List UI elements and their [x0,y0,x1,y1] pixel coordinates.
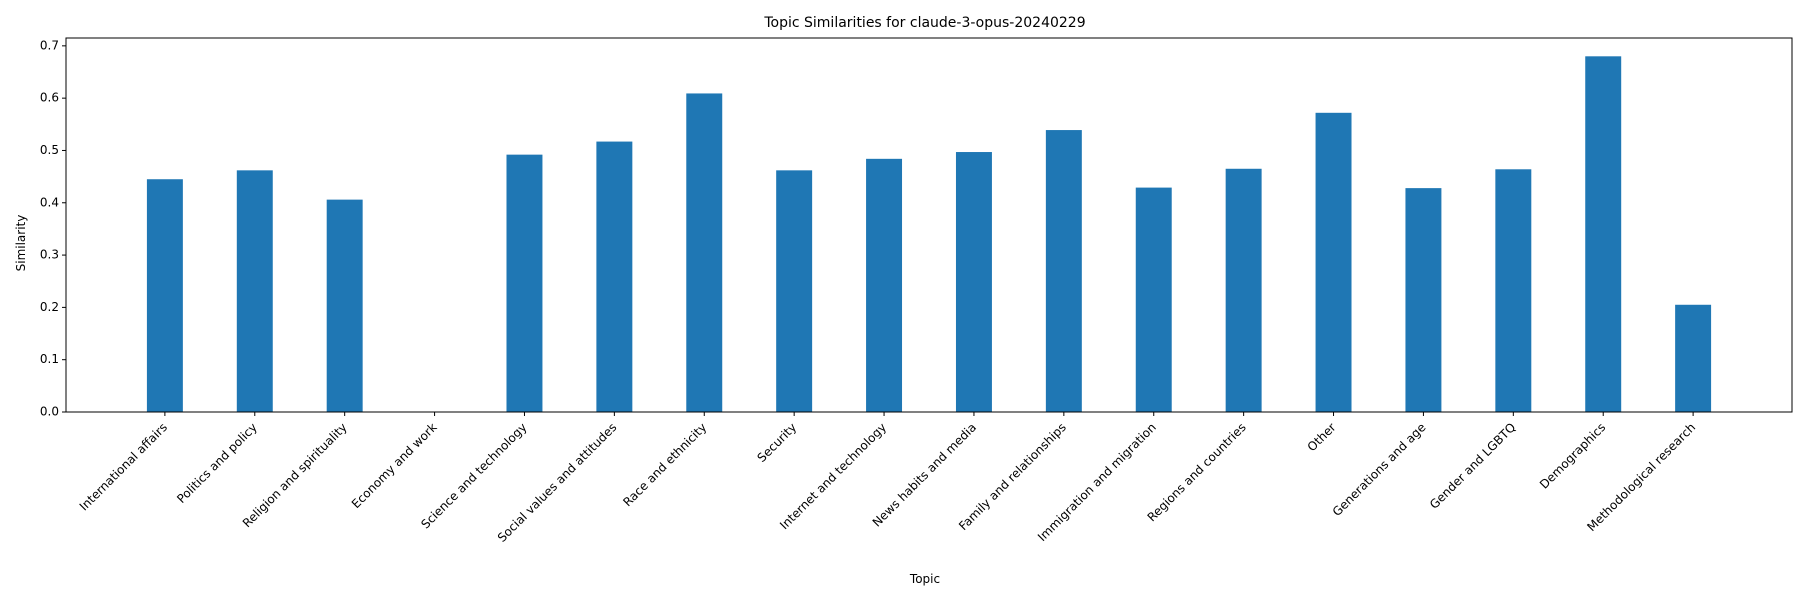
bar [955,152,992,412]
bar [326,199,363,412]
x-tick-label: Race and ethnicity [620,420,709,509]
bar [776,170,813,412]
y-axis-label: Similarity [14,215,28,272]
x-tick-label: Security [755,420,800,465]
x-tick-label: Other [1305,420,1339,454]
x-tick-label: Gender and LGBTQ [1427,420,1519,512]
x-axis-label: Topic [909,572,940,586]
bar [1315,112,1352,413]
bar [1675,304,1712,412]
bar [686,93,723,412]
bar [1585,56,1622,413]
x-tick-label: International affairs [77,420,170,513]
y-tick-label: 0.4 [40,195,59,209]
x-tick-label: Generations and age [1330,420,1429,519]
bar [596,141,633,413]
x-tick-label: Religion and spirituality [240,420,350,530]
bar [1405,188,1442,412]
bar [1045,130,1082,413]
bar [866,158,903,412]
bars-group [146,56,1712,413]
y-tick-label: 0.7 [40,38,59,52]
y-tick-label: 0.1 [40,352,59,366]
bar [506,154,543,412]
x-tick-label: News habits and media [870,420,979,529]
y-axis: 0.0 0.1 0.2 0.3 0.4 0.5 0.6 0.7 [40,38,66,419]
y-tick-label: 0.5 [40,143,59,157]
chart-title: Topic Similarities for claude-3-opus-202… [763,15,1085,31]
x-tick-label: Economy and work [349,420,440,511]
plot-frame [65,37,1793,413]
x-tick-label: Methodological research [1584,420,1698,534]
x-tick-label: Demographics [1537,420,1608,491]
x-tick-label: Politics and policy [174,420,260,506]
x-tick-label: Science and technology [418,420,529,531]
x-tick-label: Regions and countries [1145,420,1249,524]
bar [236,170,273,412]
y-tick-label: 0.6 [40,91,59,105]
x-tick-label: Internet and technology [777,420,889,532]
bar [1225,168,1262,412]
x-axis: International affairs Politics and policy… [77,412,1698,545]
bar [146,179,183,412]
y-tick-label: 0.0 [40,405,59,419]
bar [1135,187,1172,412]
bar [1495,169,1532,412]
y-tick-label: 0.2 [40,300,59,314]
y-tick-label: 0.3 [40,248,59,262]
